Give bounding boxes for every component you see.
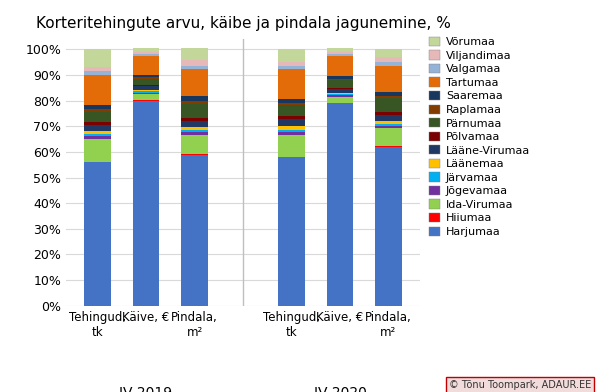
Bar [326, 88, 353, 89]
Bar [84, 105, 111, 109]
Text: © Tõnu Toompark, ADAUR.EE: © Tõnu Toompark, ADAUR.EE [449, 380, 591, 390]
Bar [181, 154, 208, 306]
Bar [326, 94, 353, 95]
Bar [375, 129, 402, 146]
Bar [181, 69, 208, 96]
Text: IV 2019: IV 2019 [119, 386, 173, 392]
Bar [278, 69, 305, 99]
Bar [375, 112, 402, 115]
Bar [278, 132, 305, 135]
Bar [326, 52, 353, 54]
Bar [84, 134, 111, 136]
Bar [278, 156, 305, 157]
Bar [133, 94, 160, 100]
Bar [84, 162, 111, 306]
Bar [133, 86, 160, 90]
Bar [84, 67, 111, 71]
Bar [375, 126, 402, 129]
Bar [278, 135, 305, 156]
Bar [84, 139, 111, 162]
Bar [326, 56, 353, 76]
Bar [326, 93, 353, 94]
Bar [278, 49, 305, 62]
Bar [375, 92, 402, 96]
Text: IV 2020: IV 2020 [314, 386, 367, 392]
Bar [84, 109, 111, 112]
Bar [326, 96, 353, 103]
Bar [375, 96, 402, 98]
Bar [278, 65, 305, 69]
Bar [375, 146, 402, 147]
Bar [133, 77, 160, 79]
Bar [326, 76, 353, 79]
Bar [326, 95, 353, 96]
Bar [326, 54, 353, 56]
Bar [181, 60, 208, 65]
Bar [133, 90, 160, 91]
Bar [84, 112, 111, 122]
Title: Korteritehingute arvu, käibe ja pindala jagunemine, %: Korteritehingute arvu, käibe ja pindala … [35, 16, 451, 31]
Bar [133, 52, 160, 54]
Bar [375, 147, 402, 306]
Bar [181, 96, 208, 102]
Bar [84, 136, 111, 139]
Bar [375, 57, 402, 62]
Bar [278, 103, 305, 105]
Bar [133, 48, 160, 52]
Bar [181, 102, 208, 104]
Bar [375, 124, 402, 126]
Bar [181, 132, 208, 135]
Bar [181, 65, 208, 69]
Bar [278, 116, 305, 120]
Bar [278, 62, 305, 65]
Bar [278, 105, 305, 116]
Bar [326, 48, 353, 52]
Bar [375, 121, 402, 124]
Bar [326, 103, 353, 306]
Bar [84, 49, 111, 67]
Bar [133, 91, 160, 93]
Bar [181, 104, 208, 118]
Bar [278, 157, 305, 306]
Bar [181, 48, 208, 60]
Bar [181, 135, 208, 154]
Bar [326, 89, 353, 93]
Bar [181, 121, 208, 127]
Bar [181, 127, 208, 130]
Bar [84, 131, 111, 134]
Bar [375, 115, 402, 121]
Bar [133, 85, 160, 86]
Bar [133, 79, 160, 85]
Bar [326, 80, 353, 88]
Bar [278, 130, 305, 132]
Bar [84, 74, 111, 105]
Bar [84, 71, 111, 74]
Bar [278, 120, 305, 126]
Bar [133, 56, 160, 75]
Bar [278, 126, 305, 130]
Bar [375, 62, 402, 66]
Bar [278, 99, 305, 103]
Bar [181, 118, 208, 121]
Bar [181, 130, 208, 132]
Bar [133, 101, 160, 306]
Legend: Võrumaa, Viljandimaa, Valgamaa, Tartumaa, Saaremaa, Raplamaa, Pärnumaa, Põlvamaa: Võrumaa, Viljandimaa, Valgamaa, Tartumaa… [429, 37, 530, 237]
Bar [375, 66, 402, 92]
Bar [375, 49, 402, 57]
Bar [133, 75, 160, 77]
Bar [133, 93, 160, 94]
Bar [84, 125, 111, 131]
Bar [84, 122, 111, 125]
Bar [133, 54, 160, 56]
Bar [375, 98, 402, 112]
Bar [326, 79, 353, 80]
